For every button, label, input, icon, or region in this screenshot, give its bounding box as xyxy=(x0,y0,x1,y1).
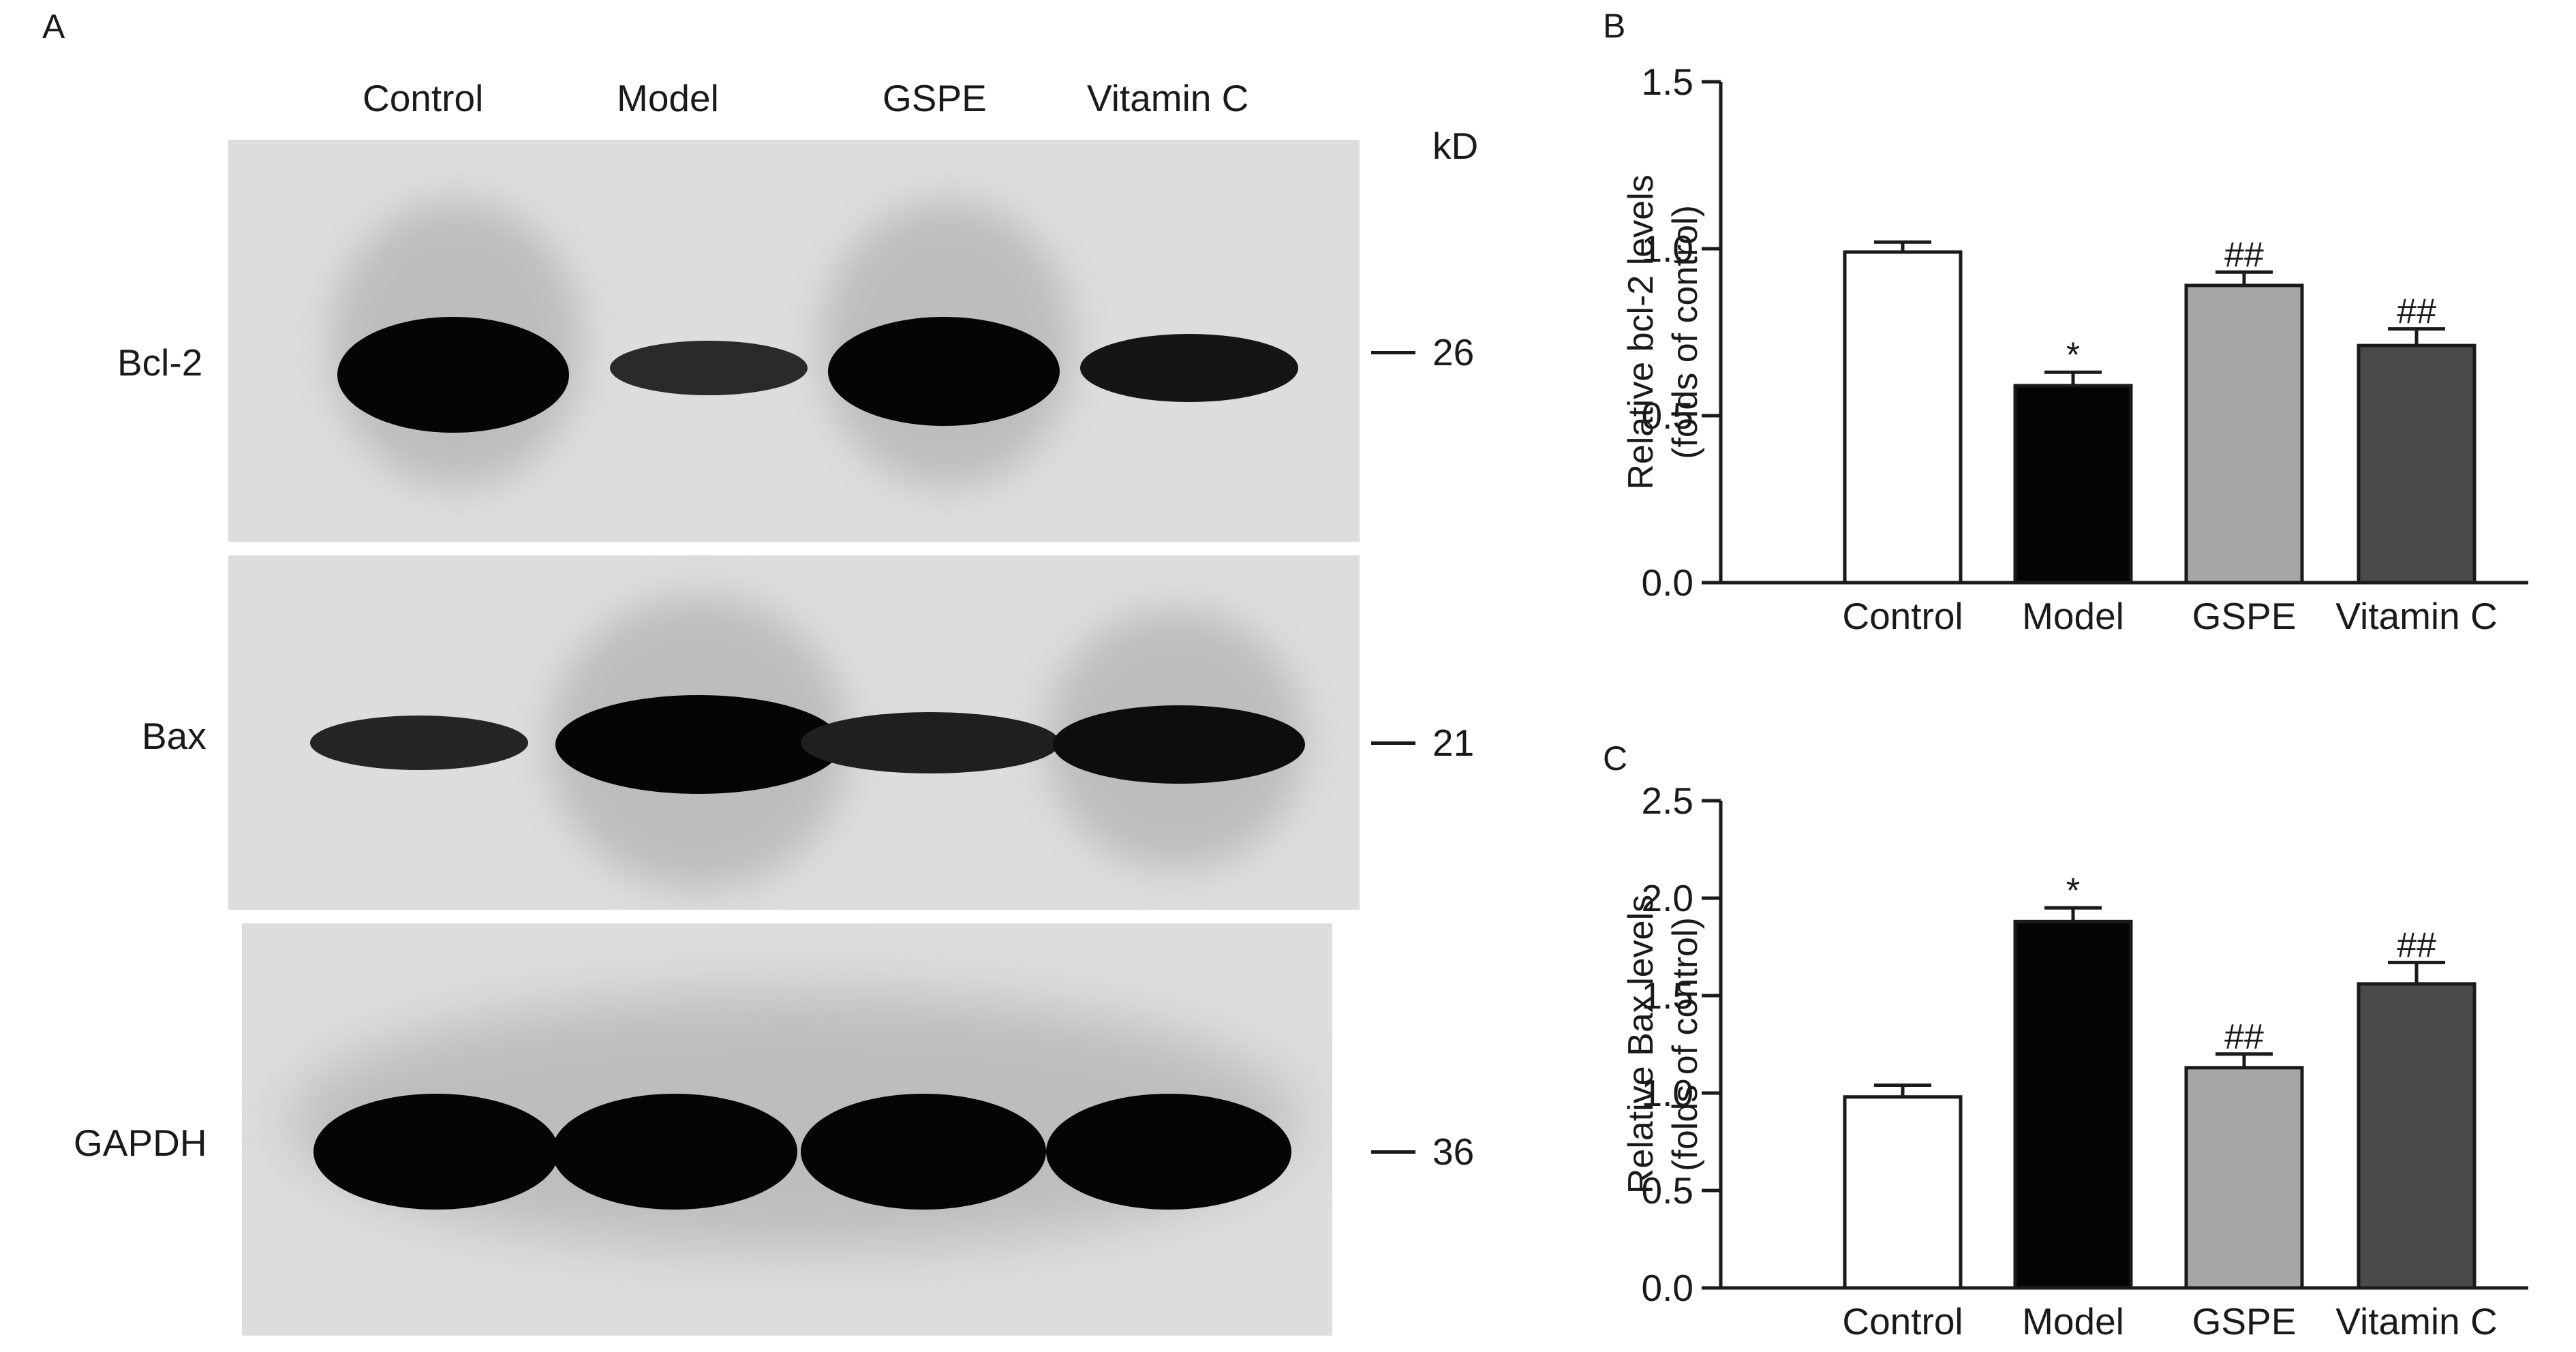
band-bcl2-model xyxy=(610,341,808,395)
marker-26: 26 xyxy=(1432,331,1475,373)
band-bax-gspe xyxy=(801,712,1060,773)
y-tick-label: 0.0 xyxy=(1642,562,1693,604)
panel-letter-c: C xyxy=(1603,739,1627,778)
bar-vitamin-c xyxy=(2357,982,2477,1290)
x-tick-label: GSPE xyxy=(2192,1300,2297,1342)
x-tick-label: Model xyxy=(2022,595,2124,637)
bar-vitamin-c xyxy=(2357,343,2477,585)
y-tick-label: 2.0 xyxy=(1642,877,1693,919)
blot-strip-gapdh xyxy=(242,923,1332,1336)
band-gapdh-model xyxy=(552,1094,797,1210)
bar-gspe xyxy=(2184,283,2304,585)
band-gapdh-gspe xyxy=(801,1094,1046,1210)
protein-label-bcl2: Bcl-2 xyxy=(117,341,203,384)
significance-marker: ## xyxy=(2397,292,2436,332)
marker-tick xyxy=(1371,1150,1415,1154)
y-axis-label: (folds of control) xyxy=(1666,917,1705,1171)
y-tick-label: 0.5 xyxy=(1642,395,1693,437)
lane-label-vitamin-c: Vitamin C xyxy=(1087,77,1249,119)
protein-label-gapdh: GAPDH xyxy=(74,1122,207,1164)
protein-label-bax: Bax xyxy=(142,715,206,757)
x-tick-label: Model xyxy=(2022,1300,2124,1342)
x-tick-label: Control xyxy=(1842,595,1963,637)
x-tick-label: Vitamin C xyxy=(2335,595,2497,637)
band-bax-control xyxy=(310,716,528,770)
y-tick-label: 1.0 xyxy=(1642,1072,1693,1114)
y-axis-label: Relative bcl-2 levels xyxy=(1621,174,1661,489)
panel-a-letter: A xyxy=(42,7,65,46)
x-tick-label: Vitamin C xyxy=(2335,1300,2497,1342)
y-axis-label: Relative Bax levels xyxy=(1621,895,1661,1194)
blot-strip-bax xyxy=(228,555,1360,910)
y-tick-label: 1.0 xyxy=(1642,228,1693,270)
panel-letter-b: B xyxy=(1603,7,1625,45)
band-bax-model xyxy=(555,695,842,794)
band-gapdh-control xyxy=(313,1094,559,1210)
blot-strip-bcl2 xyxy=(228,140,1360,542)
marker-36: 36 xyxy=(1432,1131,1475,1173)
y-tick-label: 1.5 xyxy=(1642,61,1693,103)
y-axis-label: (folds of control) xyxy=(1666,205,1705,459)
band-gapdh-vitamin-c xyxy=(1046,1094,1291,1210)
significance-marker: * xyxy=(2066,335,2080,375)
lane-label-control: Control xyxy=(363,77,484,119)
y-tick-label: 1.5 xyxy=(1642,974,1693,1017)
band-bcl2-vitamin-c xyxy=(1080,334,1298,402)
bar-control xyxy=(1843,1095,1963,1290)
kd-unit-label: kD xyxy=(1432,125,1479,167)
significance-marker: ## xyxy=(2224,1017,2264,1057)
bar-control xyxy=(1843,250,1963,585)
y-tick-label: 0.5 xyxy=(1642,1169,1693,1212)
marker-tick xyxy=(1371,741,1415,745)
bar-gspe xyxy=(2184,1066,2304,1290)
bar-model xyxy=(2013,919,2133,1290)
marker-21: 21 xyxy=(1432,722,1475,764)
band-bcl2-control xyxy=(337,317,569,433)
x-tick-label: GSPE xyxy=(2192,595,2297,637)
y-tick-label: 0.0 xyxy=(1642,1267,1693,1309)
lane-label-model: Model xyxy=(617,77,719,119)
band-bcl2-gspe xyxy=(828,317,1060,426)
bar-model xyxy=(2013,384,2133,585)
significance-marker: * xyxy=(2066,871,2080,910)
x-tick-label: Control xyxy=(1842,1300,1963,1342)
y-tick-label: 2.5 xyxy=(1642,780,1693,822)
marker-tick xyxy=(1371,351,1415,354)
lane-label-gspe: GSPE xyxy=(883,77,987,119)
significance-marker: ## xyxy=(2397,925,2436,965)
significance-marker: ## xyxy=(2224,235,2264,275)
band-bax-vitamin-c xyxy=(1053,705,1305,784)
